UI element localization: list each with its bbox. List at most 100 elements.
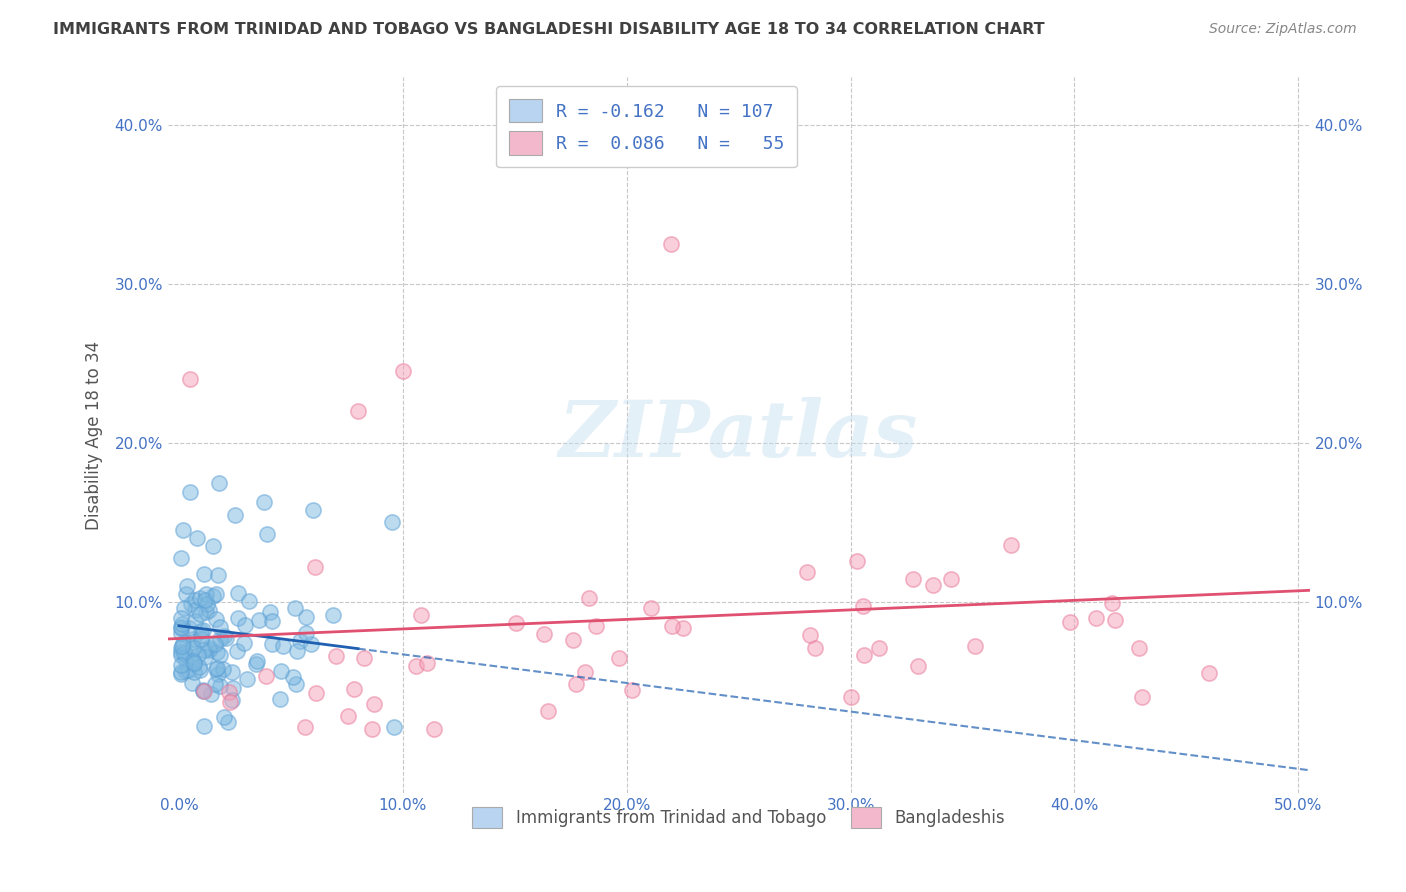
Point <box>868 641 890 656</box>
Point <box>381 516 404 530</box>
Point <box>212 629 235 643</box>
Point <box>190 628 212 642</box>
Point <box>294 609 316 624</box>
Point <box>173 601 195 615</box>
Point <box>254 669 277 683</box>
Point <box>170 616 193 631</box>
Point <box>183 641 205 656</box>
Point <box>170 648 193 662</box>
Point <box>181 640 204 654</box>
Point <box>299 637 322 651</box>
Point <box>174 587 197 601</box>
Point <box>208 475 231 490</box>
Point <box>170 639 193 653</box>
Point <box>207 567 229 582</box>
Text: ZIPatlas: ZIPatlas <box>560 397 918 474</box>
Point <box>852 648 875 662</box>
Point <box>179 372 201 386</box>
Point <box>226 611 249 625</box>
Point <box>271 639 294 653</box>
Point <box>574 665 596 679</box>
Point <box>363 697 385 711</box>
Point <box>183 657 205 672</box>
Point <box>176 578 198 592</box>
Point <box>194 605 217 619</box>
Point <box>337 709 360 723</box>
Point <box>174 647 197 661</box>
Point <box>221 693 243 707</box>
Point <box>170 640 193 655</box>
Point <box>284 600 307 615</box>
Point <box>382 720 405 734</box>
Point <box>212 710 235 724</box>
Point <box>922 578 945 592</box>
Point <box>845 554 868 568</box>
Point <box>839 690 862 705</box>
Point <box>533 627 555 641</box>
Point <box>197 597 219 611</box>
Point <box>226 644 249 658</box>
Point <box>208 620 231 634</box>
Point <box>347 404 370 418</box>
Point <box>181 654 204 668</box>
Point <box>204 637 226 651</box>
Point <box>796 566 818 580</box>
Point <box>193 643 215 657</box>
Point <box>288 633 311 648</box>
Point <box>190 632 212 647</box>
Point <box>209 632 232 646</box>
Point <box>562 632 585 647</box>
Point <box>1128 640 1150 655</box>
Point <box>247 613 270 627</box>
Point <box>183 614 205 628</box>
Point <box>256 526 278 541</box>
Point <box>194 592 217 607</box>
Point <box>184 593 207 607</box>
Point <box>188 607 211 621</box>
Point <box>285 643 308 657</box>
Point <box>201 539 224 553</box>
Point <box>184 603 207 617</box>
Point <box>191 683 214 698</box>
Point <box>343 681 366 696</box>
Point <box>218 685 240 699</box>
Point <box>901 572 924 586</box>
Point <box>170 611 193 625</box>
Point <box>191 624 214 638</box>
Point <box>170 658 193 673</box>
Point <box>640 600 662 615</box>
Point <box>1059 615 1081 629</box>
Point <box>270 664 292 678</box>
Point <box>205 587 228 601</box>
Point <box>183 665 205 679</box>
Point <box>322 608 344 623</box>
Point <box>1104 613 1126 627</box>
Point <box>411 608 433 623</box>
Point <box>325 649 347 664</box>
Point <box>804 640 827 655</box>
Point <box>204 677 226 691</box>
Point <box>208 679 231 693</box>
Point <box>181 676 204 690</box>
Point <box>245 657 267 671</box>
Point <box>907 658 929 673</box>
Point <box>202 589 225 603</box>
Point <box>941 572 963 586</box>
Point <box>233 636 256 650</box>
Point <box>1084 611 1107 625</box>
Point <box>233 618 256 632</box>
Text: IMMIGRANTS FROM TRINIDAD AND TOBAGO VS BANGLADESHI DISABILITY AGE 18 TO 34 CORRE: IMMIGRANTS FROM TRINIDAD AND TOBAGO VS B… <box>53 22 1045 37</box>
Point <box>260 614 283 628</box>
Point <box>392 364 415 378</box>
Point <box>193 567 215 582</box>
Point <box>799 628 821 642</box>
Point <box>253 495 276 509</box>
Point <box>607 650 630 665</box>
Point <box>423 722 446 736</box>
Point <box>215 631 238 645</box>
Point <box>195 587 218 601</box>
Point <box>1101 596 1123 610</box>
Point <box>198 640 221 655</box>
Point <box>205 611 228 625</box>
Point <box>246 654 269 668</box>
